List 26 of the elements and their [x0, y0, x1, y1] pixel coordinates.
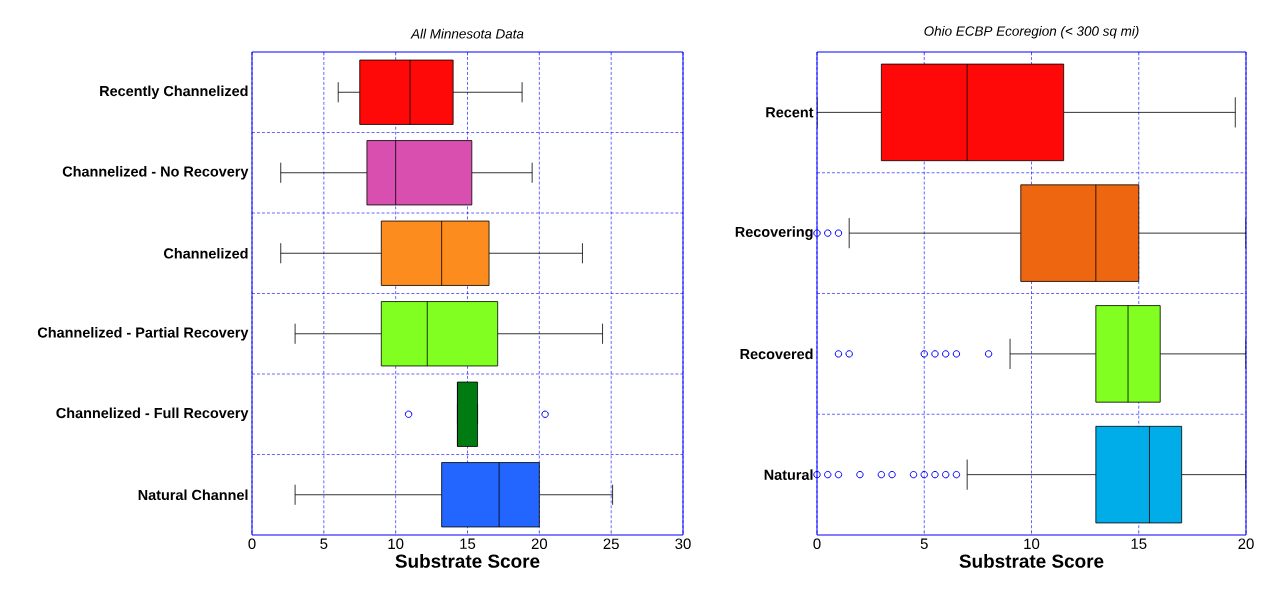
y-tick-label: Recovered — [740, 348, 813, 360]
y-tick-label: Channelized — [163, 247, 248, 259]
x-tick-label: 30 — [675, 538, 691, 550]
y-tick-label: Channelized - Full Recovery — [56, 407, 249, 421]
y-tick-label: Natural — [764, 469, 813, 480]
x-tick-label: 0 — [248, 538, 256, 550]
x-tick-label: 10 — [388, 538, 404, 550]
x-tick-label: 25 — [603, 538, 619, 550]
x-tick-label: 0 — [813, 538, 821, 550]
y-tick-label: Channelized - No Recovery — [62, 166, 249, 180]
x-tick-label: 20 — [1238, 538, 1254, 550]
x-tick-label: 15 — [1131, 538, 1147, 549]
y-tick-label: Recovering — [735, 226, 813, 240]
x-tick-label: 5 — [920, 538, 928, 549]
y-tick-label: Recently Channelized — [100, 85, 248, 99]
x-axis-title: Substrate Score — [395, 553, 540, 568]
chart-title: Ohio ECBP Ecoregion (< 300 sq mi) — [924, 25, 1139, 39]
x-tick-label: 10 — [1024, 538, 1040, 550]
y-tick-label: Natural Channel — [138, 489, 248, 501]
x-tick-label: 5 — [320, 538, 328, 549]
x-axis-title: Substrate Score — [959, 553, 1104, 568]
chart-title: All Minnesota Data — [410, 28, 524, 39]
x-tick-label: 20 — [531, 538, 548, 550]
x-tick-label: 15 — [460, 538, 476, 549]
y-tick-label: Channelized - Partial Recovery — [37, 327, 249, 341]
y-tick-label: Recent — [766, 107, 814, 118]
